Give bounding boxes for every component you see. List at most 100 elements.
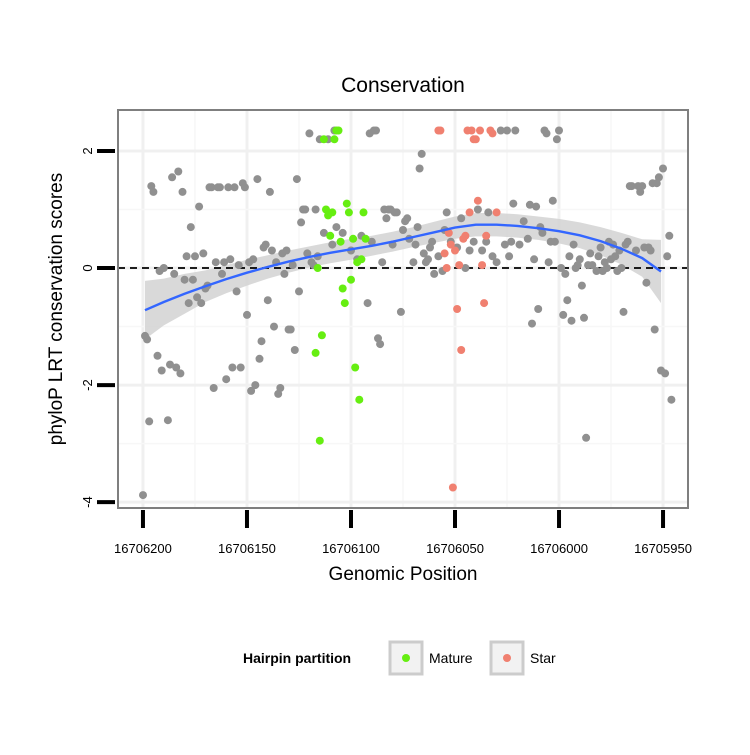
point-star — [471, 135, 480, 144]
point-other — [191, 252, 199, 261]
point-other — [197, 299, 206, 308]
point-other — [149, 187, 158, 196]
point-other — [303, 249, 312, 258]
point-other — [565, 252, 574, 261]
point-other — [627, 182, 636, 191]
point-star — [457, 346, 466, 354]
point-star — [455, 261, 464, 270]
point-other — [222, 375, 231, 384]
point-mature — [328, 208, 337, 217]
point-other — [532, 202, 541, 211]
point-other — [534, 305, 543, 313]
x-axis: 16706200 16706150 16706100 16706050 16706000… — [114, 510, 692, 556]
point-other — [650, 325, 659, 334]
point-other — [166, 360, 174, 369]
point-other — [525, 200, 534, 209]
point-other — [267, 246, 276, 255]
point-mature — [344, 208, 353, 217]
legend-label-star: Star — [530, 650, 556, 666]
y-tick-label: -4 — [80, 496, 95, 508]
point-other — [555, 126, 563, 135]
x-tick-label: 16705950 — [634, 541, 692, 556]
point-other — [230, 183, 239, 192]
point-other — [376, 340, 385, 349]
point-other — [569, 240, 578, 249]
point-other — [519, 217, 528, 226]
point-other — [492, 258, 501, 267]
point-other — [143, 335, 152, 344]
point-other — [276, 384, 285, 392]
point-other — [461, 264, 470, 272]
point-other — [199, 249, 208, 258]
point-other — [328, 240, 337, 249]
point-mature — [326, 231, 335, 240]
point-other — [211, 258, 220, 267]
legend-item-star: Star — [489, 640, 556, 676]
point-star — [480, 299, 489, 308]
point-other — [567, 316, 576, 325]
point-star — [436, 126, 445, 135]
point-other — [261, 240, 270, 249]
point-other — [430, 269, 439, 278]
point-other — [473, 205, 482, 214]
point-other — [403, 214, 412, 223]
point-other — [592, 267, 601, 275]
point-other — [500, 240, 509, 249]
point-other — [301, 205, 310, 214]
point-mature — [351, 363, 360, 372]
point-mature — [313, 264, 322, 272]
point-other — [561, 269, 570, 278]
point-other — [638, 182, 647, 191]
point-other — [174, 167, 183, 176]
point-other — [195, 202, 204, 211]
point-other — [617, 264, 626, 272]
point-other — [168, 173, 177, 182]
point-other — [659, 164, 667, 173]
legend-swatch-mature — [402, 654, 410, 662]
point-other — [399, 226, 407, 234]
point-star — [446, 240, 455, 249]
point-other — [243, 310, 251, 319]
point-star — [444, 228, 453, 237]
point-other — [552, 135, 561, 144]
data-points — [139, 126, 676, 500]
point-mature — [311, 348, 320, 357]
point-mature — [336, 237, 345, 246]
point-star — [473, 196, 482, 205]
point-other — [503, 126, 511, 135]
point-other — [372, 126, 380, 135]
point-other — [434, 252, 443, 261]
point-other — [338, 228, 347, 237]
legend-label-mature: Mature — [429, 650, 473, 666]
point-other — [542, 129, 551, 138]
x-tick-label: 16706100 — [322, 541, 380, 556]
point-other — [457, 214, 466, 223]
point-other — [228, 363, 237, 372]
point-other — [240, 183, 249, 192]
point-other — [482, 237, 491, 246]
point-other — [363, 299, 372, 308]
point-other — [224, 183, 233, 192]
point-other — [295, 287, 303, 296]
point-other — [311, 205, 320, 214]
point-other — [153, 351, 162, 360]
point-other — [428, 237, 437, 246]
point-other — [382, 214, 391, 223]
point-other — [424, 255, 432, 264]
point-star — [482, 231, 491, 240]
point-other — [484, 208, 493, 217]
point-other — [253, 175, 262, 184]
point-other — [586, 249, 595, 258]
point-mature — [349, 234, 358, 243]
point-other — [176, 369, 185, 378]
point-other — [419, 249, 428, 258]
point-other — [193, 293, 202, 302]
y-tick-label: 2 — [80, 147, 95, 154]
point-mature — [342, 199, 351, 208]
point-other — [417, 149, 426, 158]
point-other — [265, 187, 274, 196]
point-other — [292, 175, 301, 184]
point-other — [332, 223, 341, 232]
point-star — [465, 208, 474, 217]
